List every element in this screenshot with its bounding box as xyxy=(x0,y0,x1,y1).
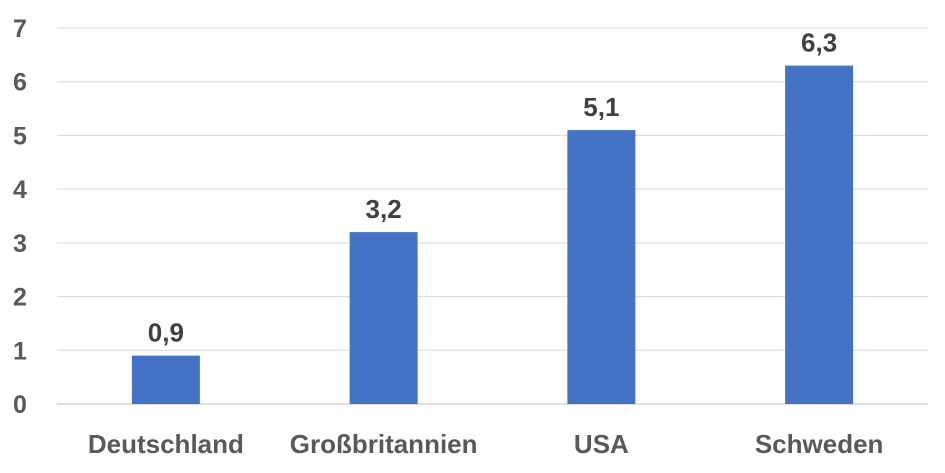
y-tick-label: 7 xyxy=(13,15,27,43)
y-tick-label: 4 xyxy=(13,176,27,204)
x-category-label: Deutschland xyxy=(88,429,244,459)
y-tick-label: 3 xyxy=(13,230,27,258)
data-labels: 0,9 3,2 5,1 6,3 xyxy=(148,28,837,348)
y-tick-label: 5 xyxy=(13,122,27,150)
data-label: 3,2 xyxy=(366,194,402,224)
data-label: 5,1 xyxy=(583,92,619,122)
bar-usa xyxy=(567,130,636,405)
bar-schweden xyxy=(785,65,854,404)
x-category-label: USA xyxy=(574,429,629,459)
bars xyxy=(131,65,854,405)
y-tick-label: 0 xyxy=(13,391,27,419)
bar-großbritannien xyxy=(349,232,418,404)
x-category-label: Schweden xyxy=(755,429,884,459)
y-axis-tick-labels: 0 1 2 3 4 5 6 7 xyxy=(13,15,27,419)
y-tick-label: 2 xyxy=(13,284,27,312)
x-axis-category-labels: Deutschland Großbritannien USA Schweden xyxy=(88,429,884,459)
y-tick-label: 6 xyxy=(13,69,27,97)
y-tick-label: 1 xyxy=(13,337,27,365)
data-label: 6,3 xyxy=(801,28,837,58)
data-label: 0,9 xyxy=(148,318,184,348)
gridlines xyxy=(57,27,928,405)
bar-deutschland xyxy=(131,355,200,404)
x-category-label: Großbritannien xyxy=(290,429,478,459)
